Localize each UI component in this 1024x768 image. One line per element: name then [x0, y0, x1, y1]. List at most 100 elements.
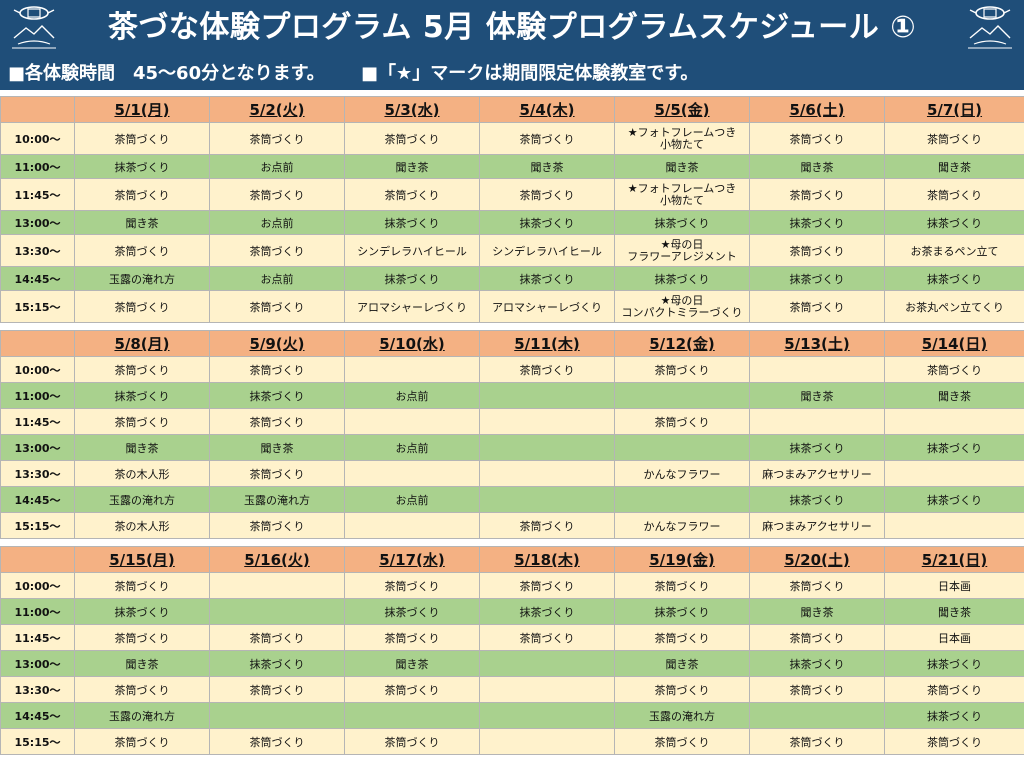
date-header: 5/15(月) [74, 546, 210, 573]
corner-cell [0, 546, 75, 573]
program-cell: 茶筒づくり [344, 676, 480, 703]
program-cell: 茶筒づくり [344, 178, 480, 211]
time-slot-row: 15:15～ 茶筒づくり 茶筒づくり アロマシャーレづくり アロマシャーレづくり ★母の日… [0, 290, 1024, 323]
program-cell: 茶筒づくり [614, 356, 750, 383]
date-label: 5/12(金) [649, 335, 715, 353]
date-header: 5/18(木) [479, 546, 615, 573]
unavailable-slot [344, 702, 480, 729]
program-cell: 茶の木人形 [74, 512, 210, 539]
notes-line: ■各体験時間 45～60分となります。 ■「★」マークは期間限定体験教室です。 [8, 60, 1008, 88]
program-cell: 聞き茶 [884, 598, 1024, 625]
program-cell: 抹茶づくり [479, 598, 615, 625]
time-label: 13:00～ [0, 210, 75, 235]
program-cell: ★フォトフレームつき 小物たて [614, 178, 750, 211]
program-cell: 抹茶づくり [884, 210, 1024, 235]
time-slot-row: 10:00～ 茶筒づくり 茶筒づくり 茶筒づくり 茶筒づくり 茶筒づくり [0, 356, 1024, 383]
time-label: 15:15～ [0, 728, 75, 755]
time-label: 11:00～ [0, 382, 75, 409]
program-cell: 聞き茶 [74, 210, 210, 235]
program-cell: お点前 [344, 382, 480, 409]
program-cell: 茶筒づくり [749, 624, 885, 651]
program-cell: アロマシャーレづくり [344, 290, 480, 323]
program-cell: 茶筒づくり [74, 290, 210, 323]
program-cell: かんなフラワー [614, 460, 750, 487]
date-header: 5/2(火) [209, 96, 345, 123]
unavailable-slot [749, 356, 885, 383]
date-label: 5/18(木) [514, 551, 580, 569]
unavailable-slot [479, 702, 615, 729]
program-cell: 茶筒づくり [614, 408, 750, 435]
program-cell: 茶筒づくり [74, 624, 210, 651]
program-cell: シンデレラハイヒール [344, 234, 480, 267]
unavailable-slot [209, 598, 345, 625]
date-label: 5/11(木) [514, 335, 580, 353]
program-cell: 聞き茶 [614, 154, 750, 179]
time-slot-row: 11:45～ 茶筒づくり 茶筒づくり 茶筒づくり [0, 408, 1024, 435]
program-cell: かんなフラワー [614, 512, 750, 539]
time-label: 15:15～ [0, 290, 75, 323]
program-cell: 抹茶づくり [884, 266, 1024, 291]
date-header: 5/14(日) [884, 330, 1024, 357]
week-schedule-table: 5/15(月) 5/16(火) 5/17(水) 5/18(木) 5/19(金) 5/20(… [0, 546, 1024, 755]
time-slot-row: 11:45～ 茶筒づくり 茶筒づくり 茶筒づくり 茶筒づくり 茶筒づくり 茶筒づくり 日本画 [0, 624, 1024, 651]
program-cell: 抹茶づくり [74, 382, 210, 409]
program-cell: 茶筒づくり [344, 572, 480, 599]
unavailable-slot [884, 512, 1024, 539]
program-cell: 玉露の淹れ方 [74, 486, 210, 513]
program-cell: 茶筒づくり [479, 512, 615, 539]
program-cell: 茶筒づくり [209, 676, 345, 703]
date-label: 5/21(日) [921, 551, 988, 569]
date-header: 5/10(水) [344, 330, 480, 357]
date-label: 5/10(水) [379, 335, 445, 353]
time-label: 14:45～ [0, 266, 75, 291]
time-label: 13:30～ [0, 234, 75, 267]
program-cell: 茶筒づくり [74, 356, 210, 383]
time-label: 13:30～ [0, 460, 75, 487]
date-header: 5/19(金) [614, 546, 750, 573]
time-slot-row: 13:30～ 茶の木人形 茶筒づくり かんなフラワー 麻つまみアクセサリー [0, 460, 1024, 487]
program-cell: 茶筒づくり [344, 728, 480, 755]
time-label: 10:00～ [0, 122, 75, 155]
date-label: 5/1(月) [114, 101, 170, 119]
time-slot-row: 15:15～ 茶筒づくり 茶筒づくり 茶筒づくり 茶筒づくり 茶筒づくり 茶筒づくり [0, 728, 1024, 755]
program-cell: 抹茶づくり [749, 650, 885, 677]
schedule-weeks: 5/1(月) 5/2(火) 5/3(水) 5/4(木) 5/5(金) 5/6(土) 5/7(… [0, 96, 1024, 762]
date-header: 5/8(月) [74, 330, 210, 357]
date-label: 5/7(日) [926, 101, 983, 119]
date-label: 5/15(月) [109, 551, 175, 569]
time-slot-row: 13:00～ 聞き茶 お点前 抹茶づくり 抹茶づくり 抹茶づくり 抹茶づくり 抹茶づくり [0, 210, 1024, 235]
time-label: 15:15～ [0, 512, 75, 539]
program-cell: お点前 [209, 210, 345, 235]
program-cell: 聞き茶 [749, 598, 885, 625]
time-slot-row: 13:00～ 聞き茶 抹茶づくり 聞き茶 聞き茶 抹茶づくり 抹茶づくり [0, 650, 1024, 677]
date-header-row: 5/1(月) 5/2(火) 5/3(水) 5/4(木) 5/5(金) 5/6(土) 5/7(… [0, 96, 1024, 123]
program-cell: 抹茶づくり [749, 266, 885, 291]
unavailable-slot [344, 408, 480, 435]
time-label: 13:00～ [0, 650, 75, 677]
program-cell: 麻つまみアクセサリー [749, 512, 885, 539]
chazuna-logo-icon [968, 6, 1012, 49]
unavailable-slot [884, 460, 1024, 487]
corner-cell [0, 96, 75, 123]
program-cell: 茶筒づくり [74, 178, 210, 211]
program-cell: 茶筒づくり [74, 728, 210, 755]
date-label: 5/16(火) [244, 551, 310, 569]
time-label: 14:45～ [0, 486, 75, 513]
program-cell: ★母の日 コンパクトミラーづくり [614, 290, 750, 323]
program-cell: ★母の日 フラワーアレジメント [614, 234, 750, 267]
program-cell: 玉露の淹れ方 [614, 702, 750, 729]
program-cell: 茶筒づくり [209, 460, 345, 487]
page-header: 茶づな体験プログラム 5月 体験プログラムスケジュール ① ■各体験時間 45～… [0, 0, 1024, 90]
program-cell: 茶筒づくり [884, 676, 1024, 703]
unavailable-slot [749, 408, 885, 435]
corner-cell [0, 330, 75, 357]
program-cell: 抹茶づくり [884, 650, 1024, 677]
program-cell: お点前 [344, 434, 480, 461]
time-slot-row: 14:45～ 玉露の淹れ方 お点前 抹茶づくり 抹茶づくり 抹茶づくり 抹茶づくり 抹茶づくり [0, 266, 1024, 291]
program-cell: 玉露の淹れ方 [74, 702, 210, 729]
program-cell: 茶筒づくり [209, 408, 345, 435]
page-title: 茶づな体験プログラム 5月 体験プログラムスケジュール ① [107, 10, 917, 45]
program-cell: お茶丸ペン立てくり [884, 290, 1024, 323]
date-header: 5/20(土) [749, 546, 885, 573]
program-cell: 抹茶づくり [884, 702, 1024, 729]
